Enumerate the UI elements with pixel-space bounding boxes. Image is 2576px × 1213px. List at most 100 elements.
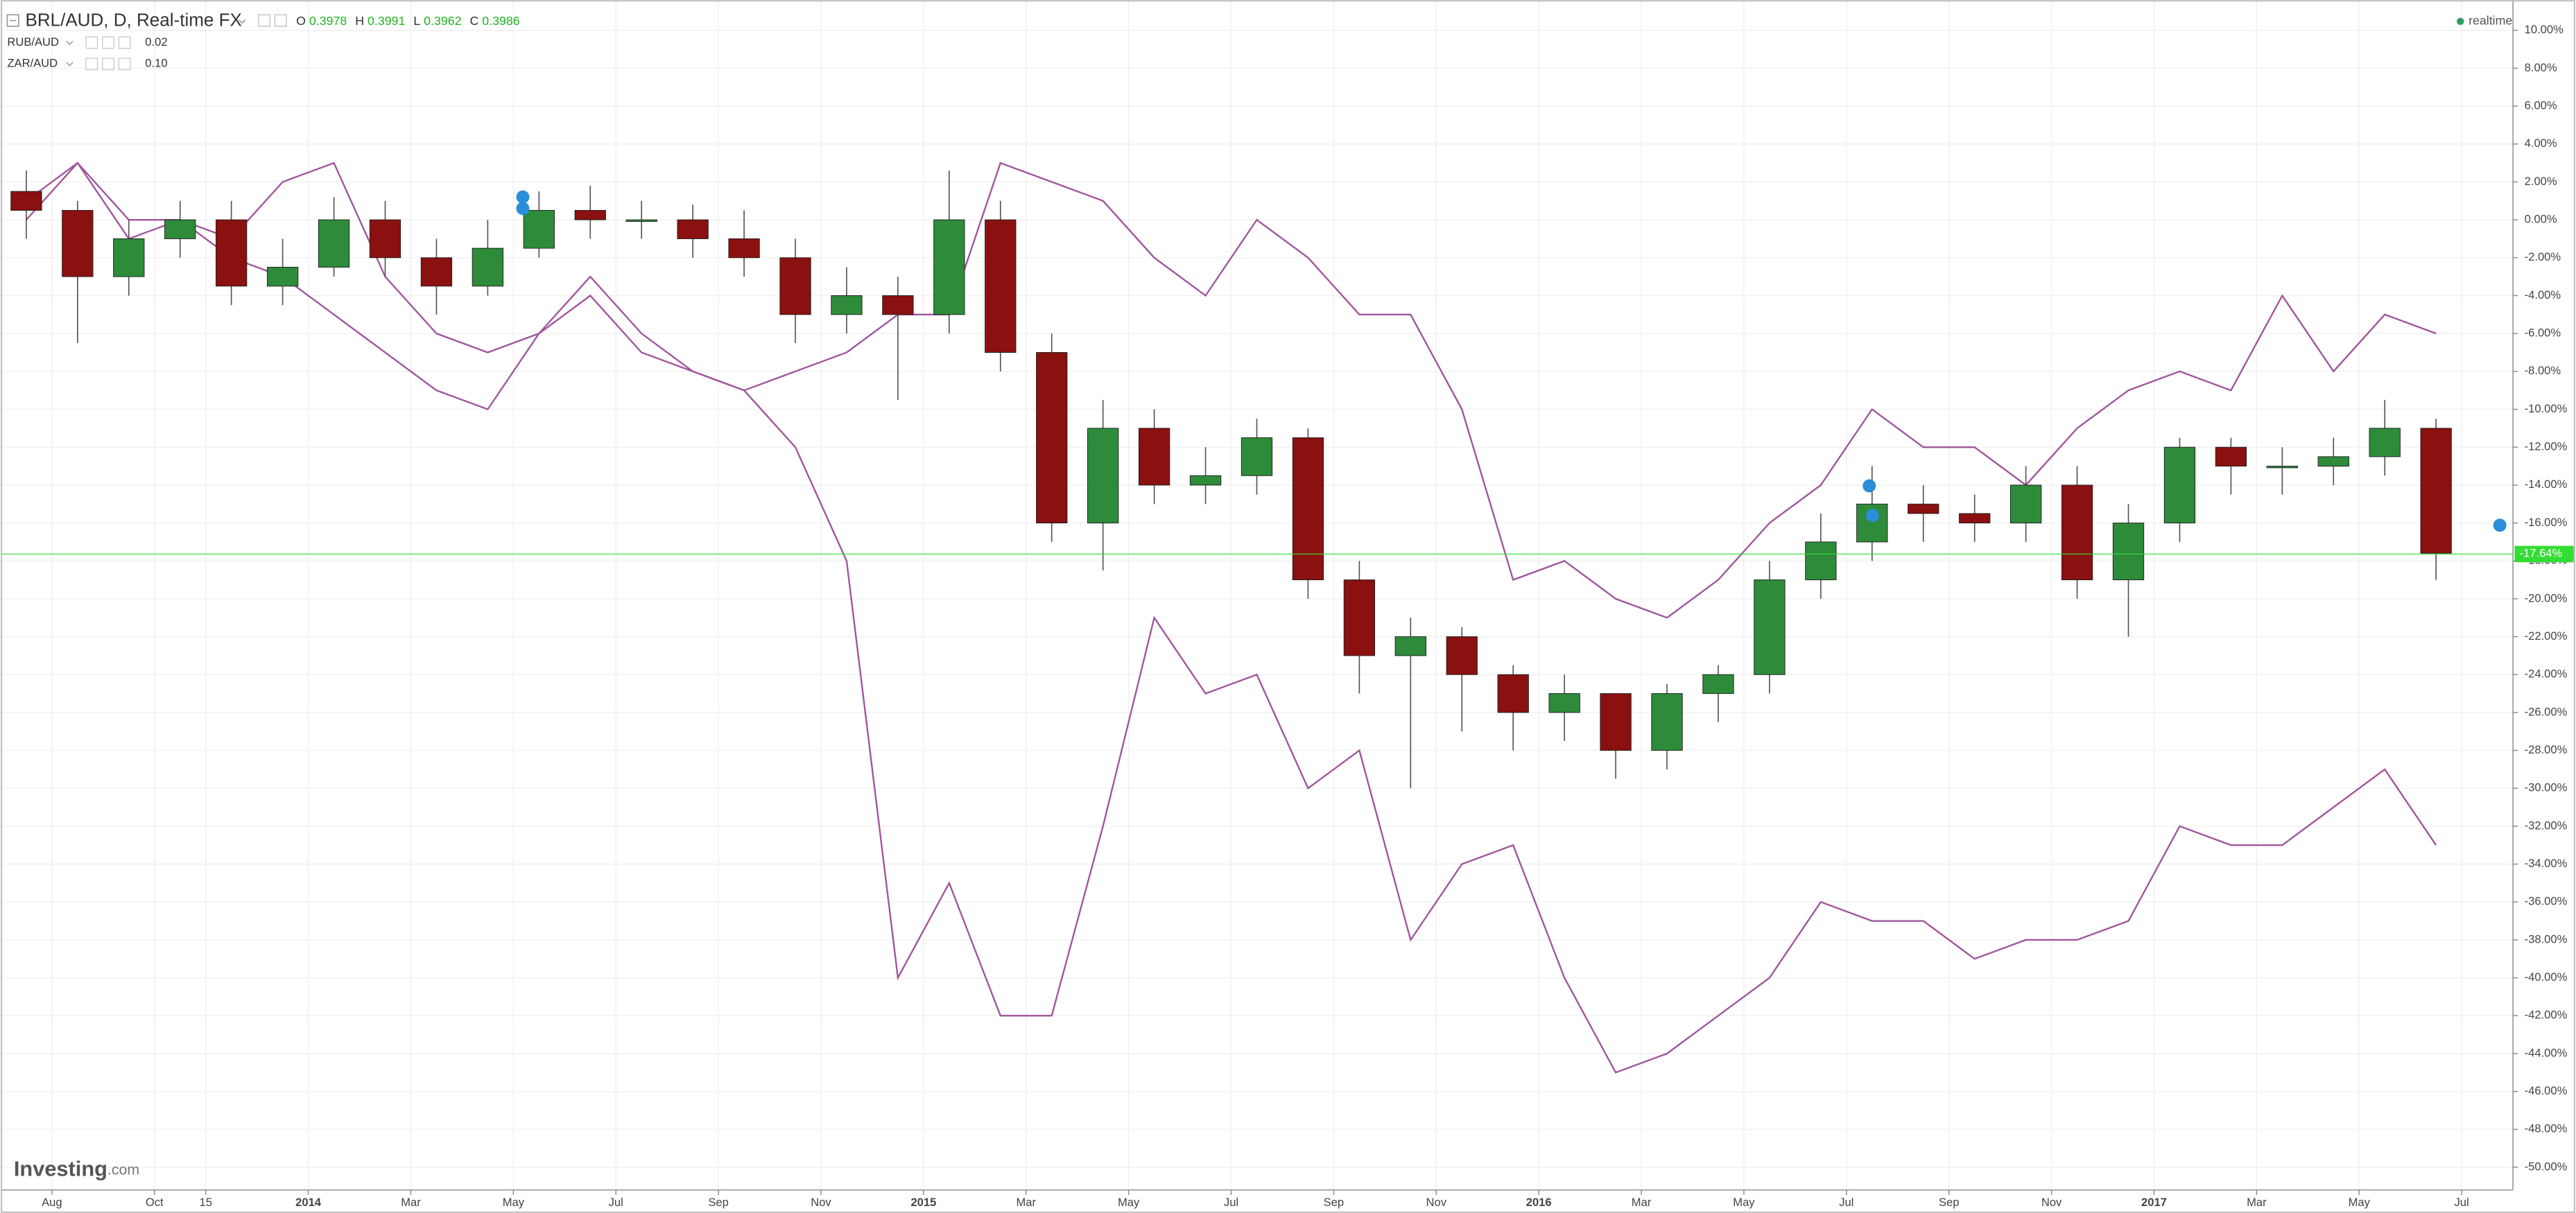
y-tick-label: -14.00% <box>2525 478 2568 491</box>
candle-body <box>933 219 965 315</box>
note-marker[interactable] <box>516 190 530 204</box>
candle-body <box>2420 428 2452 554</box>
candle-body <box>1241 437 1273 476</box>
x-tick-label: 2015 <box>910 1196 936 1209</box>
candle-body <box>985 219 1017 353</box>
legend-label: RUB/AUD <box>7 35 59 49</box>
legend-button[interactable] <box>118 58 131 71</box>
collapse-icon[interactable] <box>6 14 19 27</box>
y-tick-label: -10.00% <box>2525 402 2568 415</box>
ohlc-value: 0.3991 <box>368 13 405 27</box>
y-tick-label: -8.00% <box>2525 364 2561 377</box>
y-tick-label: -48.00% <box>2525 1122 2568 1135</box>
y-tick-label: -12.00% <box>2525 440 2568 453</box>
legend-button[interactable] <box>118 36 131 49</box>
logo-name: Investing <box>14 1157 107 1181</box>
main-title: BRL/AUD, D, Real-time FX <box>25 10 241 30</box>
grid <box>0 0 2514 1190</box>
candle-body <box>1651 693 1683 751</box>
y-tick-label: -30.00% <box>2525 781 2568 794</box>
x-tick-label: Mar <box>1632 1196 1652 1209</box>
legend-label: ZAR/AUD <box>7 57 58 70</box>
y-tick-label: -40.00% <box>2525 970 2568 984</box>
y-tick-label: -2.00% <box>2525 250 2561 263</box>
note-marker[interactable] <box>2493 518 2507 532</box>
settings-icon[interactable] <box>257 14 271 27</box>
x-tick-label: Sep <box>708 1196 728 1209</box>
y-tick-label: -34.00% <box>2525 857 2568 870</box>
legend-value: 0.02 <box>145 35 167 49</box>
x-tick-label: May <box>1118 1196 1140 1209</box>
note-marker[interactable] <box>1866 509 1880 523</box>
note-marker[interactable] <box>516 202 530 216</box>
price-label: -17.64% <box>2520 547 2563 560</box>
candle-body <box>779 257 811 315</box>
candle-body <box>1754 579 1786 675</box>
candle-body <box>1702 674 1734 695</box>
y-tick-label: -42.00% <box>2525 1009 2568 1022</box>
x-tick-label: Nov <box>2041 1196 2062 1209</box>
ohlc: O 0.3978 H 0.3991 L 0.3962 C 0.3986 <box>296 13 520 27</box>
candle-body <box>2215 446 2247 466</box>
y-tick-label: 0.00% <box>2525 212 2557 225</box>
note-marker[interactable] <box>1862 479 1876 493</box>
legend-button[interactable] <box>85 36 98 49</box>
x-tick-label: Sep <box>1324 1196 1344 1209</box>
dropdown-icon[interactable] <box>238 19 246 24</box>
x-tick-label: Mar <box>401 1196 421 1209</box>
price-label-box <box>2514 546 2574 563</box>
x-tick-label: Oct <box>146 1196 164 1209</box>
candle-body <box>677 219 709 239</box>
x-tick-label: Nov <box>1426 1196 1447 1209</box>
candle-body <box>574 209 606 220</box>
legend-button[interactable] <box>102 36 115 49</box>
candle-body <box>266 266 299 287</box>
ohlc-label: C <box>470 13 479 27</box>
x-tick-label: Nov <box>811 1196 831 1209</box>
x-tick-label: 2016 <box>1526 1196 1552 1209</box>
legend-button[interactable] <box>102 58 115 71</box>
legend-button[interactable] <box>85 58 98 71</box>
x-tick-label: May <box>503 1196 525 1209</box>
ohlc-label: O <box>296 13 306 27</box>
ohlc-value: 0.3978 <box>309 13 347 27</box>
y-tick-label: -50.00% <box>2525 1160 2568 1173</box>
close-icon[interactable] <box>274 14 287 27</box>
y-tick-label: -20.00% <box>2525 591 2568 604</box>
candle-body <box>1805 541 1837 581</box>
candle-body <box>523 209 555 249</box>
y-tick-label: 10.00% <box>2525 23 2564 36</box>
legend-dropdown[interactable] <box>66 62 74 67</box>
candle-body <box>1292 437 1324 581</box>
logo: Investing.com <box>14 1157 139 1181</box>
candle-body <box>164 219 196 239</box>
y-tick-label: -28.00% <box>2525 743 2568 756</box>
ohlc-label: L <box>413 13 420 27</box>
x-tick-label: Mar <box>1017 1196 1037 1209</box>
candle-body <box>62 209 94 277</box>
legend-dropdown[interactable] <box>66 40 74 45</box>
series-line <box>26 162 2437 1074</box>
candle-body <box>1446 636 1478 675</box>
axes: 10.00% 8.00% 6.00% 4.00% 2.00% 0.00% -2.00% -4.… <box>42 23 2574 1209</box>
candle-body <box>10 191 42 211</box>
x-tick-label: 2017 <box>2141 1196 2167 1209</box>
x-tick-label: Jul <box>1839 1196 1853 1209</box>
y-tick-label: 6.00% <box>2525 98 2557 112</box>
candle-body <box>2369 428 2401 457</box>
candle-body <box>1908 503 1939 514</box>
x-tick-label: Jul <box>2455 1196 2469 1209</box>
candle-body <box>472 247 504 287</box>
x-tick-label: Sep <box>1939 1196 1959 1209</box>
candle-body <box>318 219 350 268</box>
ohlc-label: H <box>355 13 364 27</box>
candle-body <box>1548 693 1580 713</box>
y-tick-label: -46.00% <box>2525 1084 2568 1097</box>
ohlc-value: 0.3986 <box>482 13 519 27</box>
x-tick-label: May <box>2349 1196 2371 1209</box>
y-tick-label: -16.00% <box>2525 516 2568 529</box>
y-tick-label: -22.00% <box>2525 629 2568 643</box>
x-tick-label: Mar <box>2247 1196 2267 1209</box>
y-tick-label: -44.00% <box>2525 1046 2568 1059</box>
